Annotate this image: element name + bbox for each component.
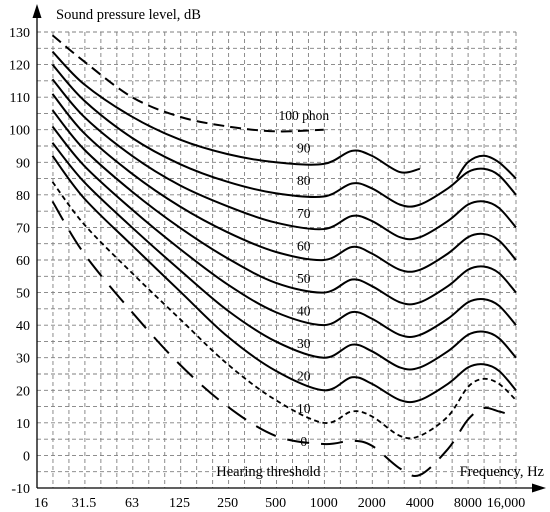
curve-label-50: 50 [297,271,311,286]
y-tick-label: 40 [16,319,30,334]
curve-10 [51,181,517,440]
y-tick-label: 90 [16,156,30,171]
x-tick-label: 16 [34,496,48,511]
y-tick-label: 0 [23,449,30,464]
curve-label-40: 40 [297,303,311,318]
curve-50 [51,109,517,306]
curve-label-0: 0 [300,434,307,449]
curve-label-80: 80 [297,173,311,188]
x-tick-label: 31.5 [72,496,97,511]
annotation-hearing-threshold: Hearing threshold [216,464,321,480]
y-tick-label: 120 [9,59,30,74]
x-tick-label: 63 [125,496,139,511]
x-tick-label: 1000 [310,496,338,511]
curve-40 [51,125,517,338]
curve-label-30: 30 [297,336,311,351]
curve-80 [51,63,517,208]
y-tick-label: 130 [9,26,30,41]
x-tick-label: 2000 [358,496,386,511]
curve-segment-2 [455,154,517,180]
curve-100-phon [51,34,324,133]
curve-70 [51,78,517,241]
x-tick-label: 250 [217,496,238,511]
y-axis-label: Sound pressure level, dB [56,7,201,23]
curve-label-20: 20 [297,369,311,384]
x-tick-label: 16,000 [487,496,526,511]
x-tick-label: 4000 [406,496,434,511]
y-tick-label: 60 [16,254,30,269]
curve-30 [51,142,517,371]
curves [51,34,517,478]
y-tick-label: 110 [10,91,30,106]
curve-label-70: 70 [297,206,311,221]
x-tick-label: 500 [265,496,286,511]
curve-60 [51,93,517,273]
y-tick-label: -10 [11,482,30,497]
y-tick-label: 10 [16,417,30,432]
curve-label-10: 10 [297,401,311,416]
y-tick-label: 20 [16,384,30,399]
x-tick-label: 8000 [454,496,482,511]
x-tick-label: 125 [169,496,190,511]
curve-label-90: 90 [297,141,311,156]
y-axis-arrow-icon [32,4,42,18]
curve-20 [51,155,517,404]
y-tick-label: 80 [16,189,30,204]
curve-label-100-phon: 100 phon [278,108,329,123]
curve-90 [51,50,421,174]
curve-0 [51,200,517,478]
x-axis-label: Frequency, Hz [460,464,545,480]
y-tick-label: 50 [16,287,30,302]
y-tick-label: 70 [16,221,30,236]
grid [37,31,517,488]
x-axis-arrow-icon [532,483,546,493]
curve-label-60: 60 [297,238,311,253]
y-tick-label: 100 [9,124,30,139]
y-tick-label: 30 [16,352,30,367]
